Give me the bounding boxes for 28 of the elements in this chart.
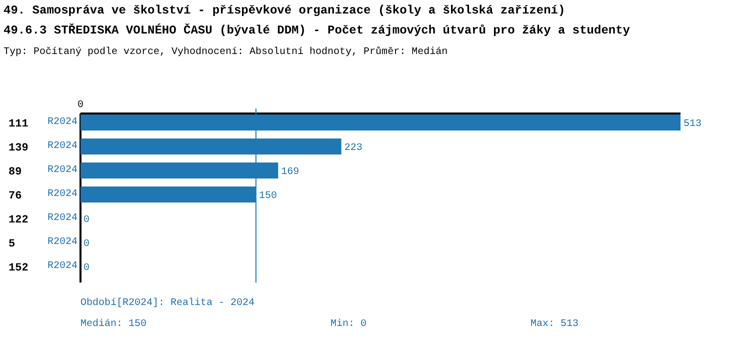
y-tick-label: 76 <box>8 190 22 202</box>
text: R2024 <box>47 213 78 224</box>
text: R2024 <box>47 189 78 200</box>
text: Min: 0 <box>330 318 367 330</box>
y-tick-label: 5 <box>8 238 16 250</box>
annotation: 0 <box>78 100 84 111</box>
text: Medián: 150 <box>80 318 147 330</box>
text: R2024 <box>47 165 78 176</box>
data-label: 0 <box>84 239 90 250</box>
data-label: 513 <box>684 119 702 130</box>
y-tick-label: 139 <box>8 142 28 154</box>
text: R2024 <box>47 237 78 248</box>
data-label: 169 <box>281 167 300 178</box>
text: Max: 513 <box>530 319 579 330</box>
series-label: R2024 <box>47 117 78 128</box>
text: Období[R2024]: Realita - 2024 <box>80 297 255 309</box>
y-tick-label: 152 <box>8 262 28 274</box>
chart-title: 49. Samospráva ve školství - příspěvkové organizace (školy a školská zařízení) 49.6.3 STŘEDISKA VOLNÉHO ČASU (bývalé DDM) - Počet zájmových útvarů pro žáky a studenty <box>4 4 630 38</box>
data-label: 223 <box>344 143 362 154</box>
data-label: 150 <box>258 191 277 202</box>
data-label: 0 <box>84 215 90 226</box>
text: R2024 <box>47 261 78 272</box>
y-tick-label: 122 <box>8 214 28 226</box>
text: R2024 <box>47 141 78 152</box>
chart-subtitle: Typ: Počítaný podle vzorce, Vyhodnocení: Absolutní hodnoty, Průměr: Medián <box>4 46 448 58</box>
y-tick-label: 111 <box>8 118 29 130</box>
y-tick-label: 89 <box>8 166 22 178</box>
data-label: 0 <box>84 263 90 274</box>
